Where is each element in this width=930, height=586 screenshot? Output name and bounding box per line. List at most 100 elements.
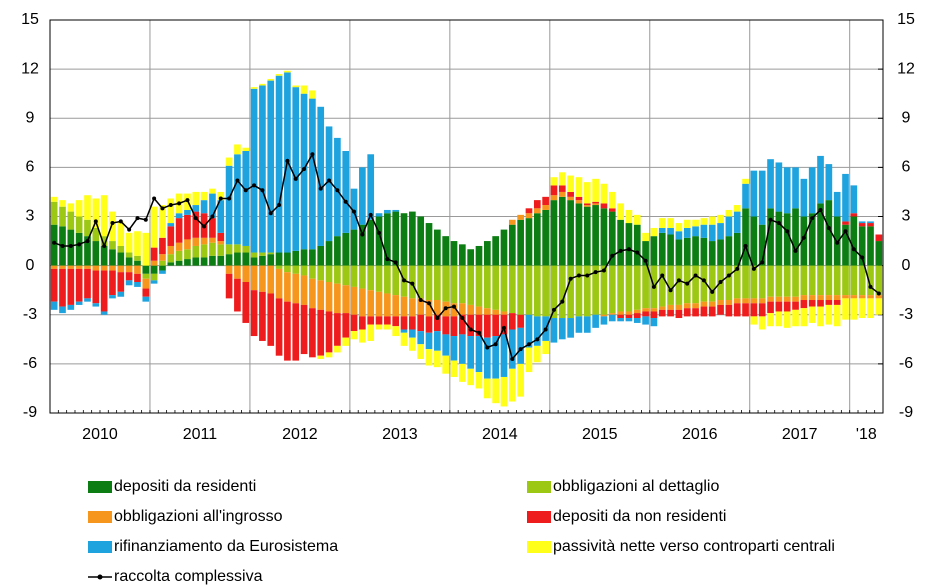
bar-segment [125, 257, 133, 266]
bar-segment [142, 288, 150, 297]
bar-segment [400, 316, 408, 330]
bar-segment [842, 173, 849, 222]
bar-segment [750, 265, 758, 299]
bar-segment [425, 300, 433, 317]
line-marker [93, 219, 98, 224]
bar-segment [250, 290, 258, 337]
bar-segment [775, 311, 783, 327]
line-marker [327, 178, 332, 183]
bar-segment [359, 329, 366, 343]
bar-segment [875, 298, 883, 315]
bar-segment [500, 265, 508, 312]
bar-segment [417, 298, 425, 315]
bar-segment [225, 157, 233, 166]
bar-segment [425, 332, 433, 350]
bar-segment [867, 223, 874, 227]
bar-segment [150, 206, 158, 248]
bar-segment [617, 318, 624, 322]
bar-segment [300, 304, 308, 355]
bar-segment [50, 265, 58, 269]
bar-segment [633, 309, 641, 314]
line-marker [202, 224, 207, 229]
bar-segment [575, 203, 583, 266]
bar-segment [50, 196, 58, 202]
bar-segment [192, 245, 200, 258]
line-marker [235, 178, 240, 183]
y2-tick-label: 12 [897, 60, 915, 77]
bar-segment [142, 278, 150, 289]
bar-segment [350, 265, 358, 287]
plot-frame [49, 19, 884, 414]
bar-segment [775, 296, 783, 302]
bar-segment [850, 298, 858, 320]
bar-segment [242, 245, 250, 253]
bar-segment [75, 216, 83, 233]
bar-segment [867, 265, 874, 296]
bar-segment [858, 295, 866, 299]
bar-segment [700, 306, 708, 317]
bar-segment [758, 170, 766, 225]
line-marker [701, 278, 706, 283]
bar-segment [117, 272, 125, 292]
bar-segment [92, 241, 100, 266]
bar-segment [467, 314, 474, 337]
bar-segment [608, 211, 616, 266]
bar-segment [575, 265, 583, 317]
bar-segment [75, 200, 83, 217]
bar-segment [109, 241, 116, 250]
bar-segment [858, 221, 866, 224]
bar-segment [633, 214, 641, 225]
x-tick-label: 2015 [582, 426, 618, 443]
line-marker [368, 212, 373, 217]
bar-segment [733, 265, 741, 299]
line-marker [485, 345, 490, 350]
bar-segment [833, 265, 841, 296]
bar-segment [175, 260, 183, 266]
bar-segment [375, 291, 383, 317]
bar-segment [750, 170, 758, 217]
legend-label: depositi da non residenti [553, 508, 726, 525]
bar-segment [575, 316, 583, 333]
y2-tick-label: -3 [899, 306, 913, 323]
line-marker [751, 266, 756, 271]
bar-segment [550, 185, 558, 196]
bar-segment [342, 151, 350, 233]
bar-segment [217, 244, 225, 256]
line-marker [77, 242, 82, 247]
bar-segment [783, 301, 791, 312]
bar-segment [517, 265, 524, 315]
bar-segment [600, 314, 608, 317]
line-marker [293, 176, 298, 181]
bar-segment [167, 198, 175, 224]
bar-segment [109, 211, 116, 242]
bar-segment [617, 219, 624, 266]
line-marker [152, 196, 157, 201]
bar-segment [633, 224, 641, 266]
line-marker [393, 260, 398, 265]
bar-segment [675, 265, 683, 305]
bar-segment [367, 324, 375, 341]
bar-segment [392, 211, 400, 266]
bar-segment [392, 295, 400, 317]
bar-segment [875, 234, 883, 242]
bar-segment [192, 205, 200, 212]
bar-segment [292, 250, 300, 266]
bar-segment [84, 219, 91, 237]
bar-segment [434, 300, 441, 315]
bar-segment [200, 191, 208, 201]
bar-segment [259, 252, 266, 256]
bar-segment [708, 241, 716, 266]
bar-segment [650, 308, 658, 312]
bar-segment [125, 232, 133, 253]
line-marker [418, 298, 423, 303]
line-marker [685, 281, 690, 286]
line-marker [360, 232, 365, 237]
bar-segment [733, 298, 741, 304]
bar-segment [409, 211, 416, 266]
y2-tick-label: 9 [902, 109, 911, 126]
bar-segment [467, 265, 474, 305]
bar-segment [683, 237, 691, 266]
bar-segment [309, 265, 316, 279]
bar-segment [617, 314, 624, 319]
bar-segment [342, 232, 350, 266]
